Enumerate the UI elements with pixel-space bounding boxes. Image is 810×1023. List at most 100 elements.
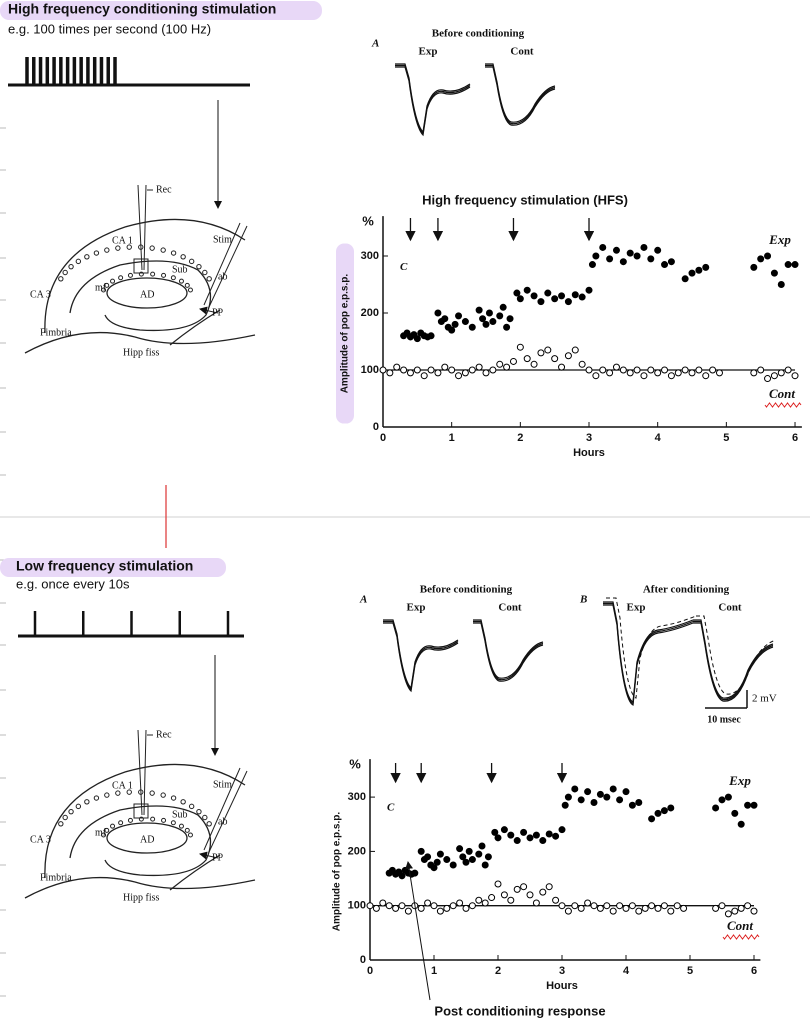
data-point <box>494 880 502 888</box>
section-subtitle: e.g. once every 10s <box>16 576 130 591</box>
data-point <box>628 902 636 910</box>
trace-panel: A Before conditioning Exp Cont <box>359 584 544 693</box>
data-point <box>791 372 799 380</box>
granule-dot <box>104 827 110 833</box>
trace-wave <box>693 619 774 699</box>
data-point <box>537 349 545 357</box>
data-point <box>507 896 515 904</box>
x-tick-label: 5 <box>723 432 729 444</box>
granule-dot <box>170 275 176 281</box>
granule-dot <box>118 820 124 826</box>
data-point <box>640 372 648 380</box>
panel-letter: B <box>579 594 587 606</box>
y-tick-label: 200 <box>361 307 379 319</box>
cell-dot <box>115 790 121 796</box>
data-point <box>427 332 435 340</box>
data-point <box>406 369 414 377</box>
data-point <box>750 907 758 915</box>
data-point <box>641 904 649 912</box>
data-point <box>592 252 600 260</box>
data-point <box>628 801 636 809</box>
diagram-label: Rec <box>156 184 172 195</box>
title-highlight <box>0 1 322 20</box>
diagram-label: Fimbria <box>40 872 72 883</box>
spell-underline <box>764 402 802 408</box>
data-point <box>520 828 528 836</box>
data-point <box>468 902 476 910</box>
ca-layer <box>69 260 212 332</box>
data-point <box>564 907 572 915</box>
trace-wave <box>395 64 471 135</box>
granule-dot <box>150 271 156 277</box>
data-point <box>612 363 620 371</box>
data-point <box>599 366 607 374</box>
data-point <box>468 366 476 374</box>
data-point <box>744 801 752 809</box>
data-point <box>443 856 451 864</box>
diagram-label: mf <box>95 282 107 293</box>
cell-dot <box>188 803 195 810</box>
data-point <box>539 888 547 896</box>
data-point <box>503 323 511 331</box>
data-point <box>500 826 508 834</box>
data-point <box>441 363 449 371</box>
data-point <box>571 902 579 910</box>
data-point <box>654 904 662 912</box>
data-point <box>578 360 586 368</box>
granule-dot <box>150 816 156 822</box>
granule-dot <box>187 287 193 293</box>
data-point <box>584 788 592 796</box>
trace-wave <box>693 620 774 701</box>
data-point <box>417 847 425 855</box>
data-point <box>558 902 566 910</box>
x-tick-label: 3 <box>586 432 592 444</box>
data-point <box>386 369 394 377</box>
pp-arrow <box>199 306 219 315</box>
data-point <box>523 355 531 363</box>
exp-traces <box>395 63 471 137</box>
diagram-label: Rec <box>156 729 172 740</box>
diagram-label: CA 3 <box>30 834 51 845</box>
data-point <box>724 910 732 918</box>
cell-dot <box>62 814 68 821</box>
cell-dot <box>58 821 64 827</box>
data-point <box>455 312 463 320</box>
y-tick-label: 300 <box>361 250 379 262</box>
granule-dot <box>110 823 116 829</box>
x-tick-label: 5 <box>687 965 693 977</box>
cell-dot <box>180 799 186 805</box>
dentate-gyrus <box>106 822 188 854</box>
x-tick-label: 0 <box>380 432 386 444</box>
y-tick-label: 300 <box>348 791 366 803</box>
data-point <box>420 372 428 380</box>
diagram-label: PP <box>212 852 224 863</box>
data-point <box>484 853 492 861</box>
data-point <box>558 363 566 371</box>
data-point <box>585 366 593 374</box>
data-point <box>588 261 596 269</box>
data-point <box>680 904 688 912</box>
data-point <box>764 252 772 260</box>
data-point <box>443 904 451 912</box>
data-point <box>503 363 511 371</box>
data-point <box>530 292 538 300</box>
data-point <box>577 796 585 804</box>
cell-dot <box>149 245 155 251</box>
data-point <box>449 902 457 910</box>
diagram-label: Sub <box>172 809 188 820</box>
diagram-label: mf <box>95 827 107 838</box>
x-tick-label: 6 <box>751 965 757 977</box>
y-tick-label: 0 <box>373 421 379 433</box>
y-tick-label: 0 <box>360 954 366 966</box>
outer-contour <box>44 218 246 334</box>
trace-wave <box>603 601 694 703</box>
data-point <box>712 904 720 912</box>
y-axis-label: Amplitude of pop e.p.s.p. <box>332 812 343 932</box>
cell-dot <box>188 258 195 265</box>
diagram-label: CA 1 <box>112 780 133 791</box>
trace-label: Exp <box>419 46 438 58</box>
data-point <box>616 796 624 804</box>
data-point <box>660 902 668 910</box>
data-point <box>640 243 648 251</box>
